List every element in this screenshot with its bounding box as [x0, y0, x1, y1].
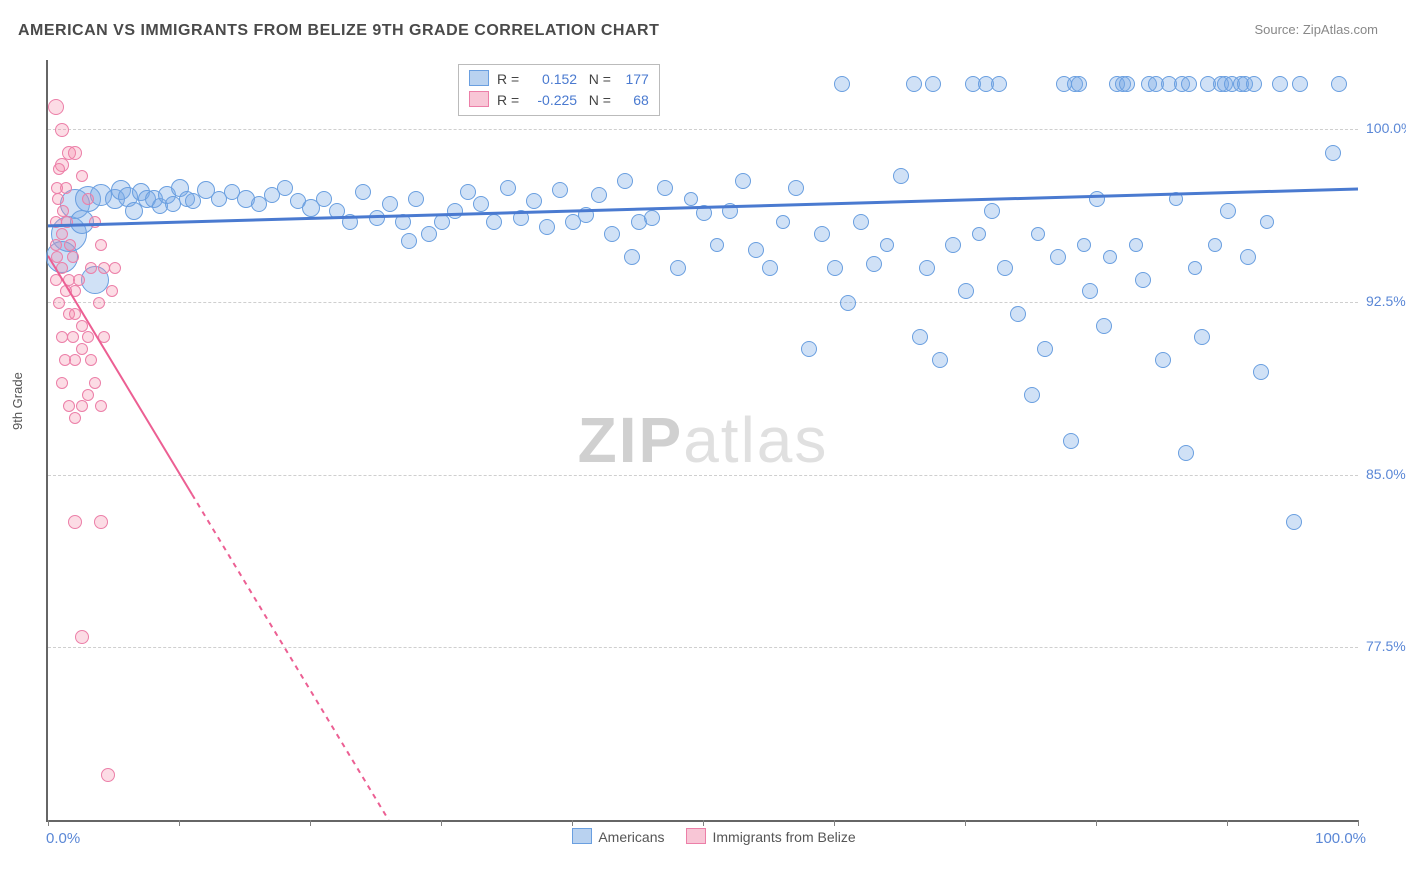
x-tick — [179, 820, 180, 826]
legend-label: Immigrants from Belize — [712, 829, 855, 845]
x-tick — [703, 820, 704, 826]
correlation-legend: R = 0.152 N = 177R = -0.225 N = 68 — [458, 64, 660, 116]
x-tick — [1096, 820, 1097, 826]
legend-label: Americans — [598, 829, 664, 845]
x-tick — [310, 820, 311, 826]
x-tick — [834, 820, 835, 826]
y-axis-label: 9th Grade — [10, 372, 25, 430]
x-tick — [965, 820, 966, 826]
stat-row: R = 0.152 N = 177 — [469, 69, 649, 90]
y-tick-label: 77.5% — [1366, 638, 1406, 654]
x-tick — [1227, 820, 1228, 826]
y-tick-label: 85.0% — [1366, 466, 1406, 482]
x-tick — [572, 820, 573, 826]
legend-swatch — [469, 91, 489, 107]
x-tick — [48, 820, 49, 826]
x-tick — [441, 820, 442, 826]
x-tick — [1358, 820, 1359, 826]
scatter-chart: ZIPatlas R = 0.152 N = 177R = -0.225 N =… — [46, 60, 1358, 822]
chart-title: AMERICAN VS IMMIGRANTS FROM BELIZE 9TH G… — [18, 22, 659, 40]
stat-row: R = -0.225 N = 68 — [469, 90, 649, 111]
series-legend: Americans Immigrants from Belize — [0, 828, 1406, 845]
source-attribution: Source: ZipAtlas.com — [1254, 22, 1378, 37]
legend-swatch — [469, 70, 489, 86]
trend-lines — [48, 60, 1358, 820]
y-tick-label: 100.0% — [1366, 120, 1406, 136]
y-tick-label: 92.5% — [1366, 293, 1406, 309]
legend-swatch — [686, 828, 706, 844]
legend-swatch — [572, 828, 592, 844]
